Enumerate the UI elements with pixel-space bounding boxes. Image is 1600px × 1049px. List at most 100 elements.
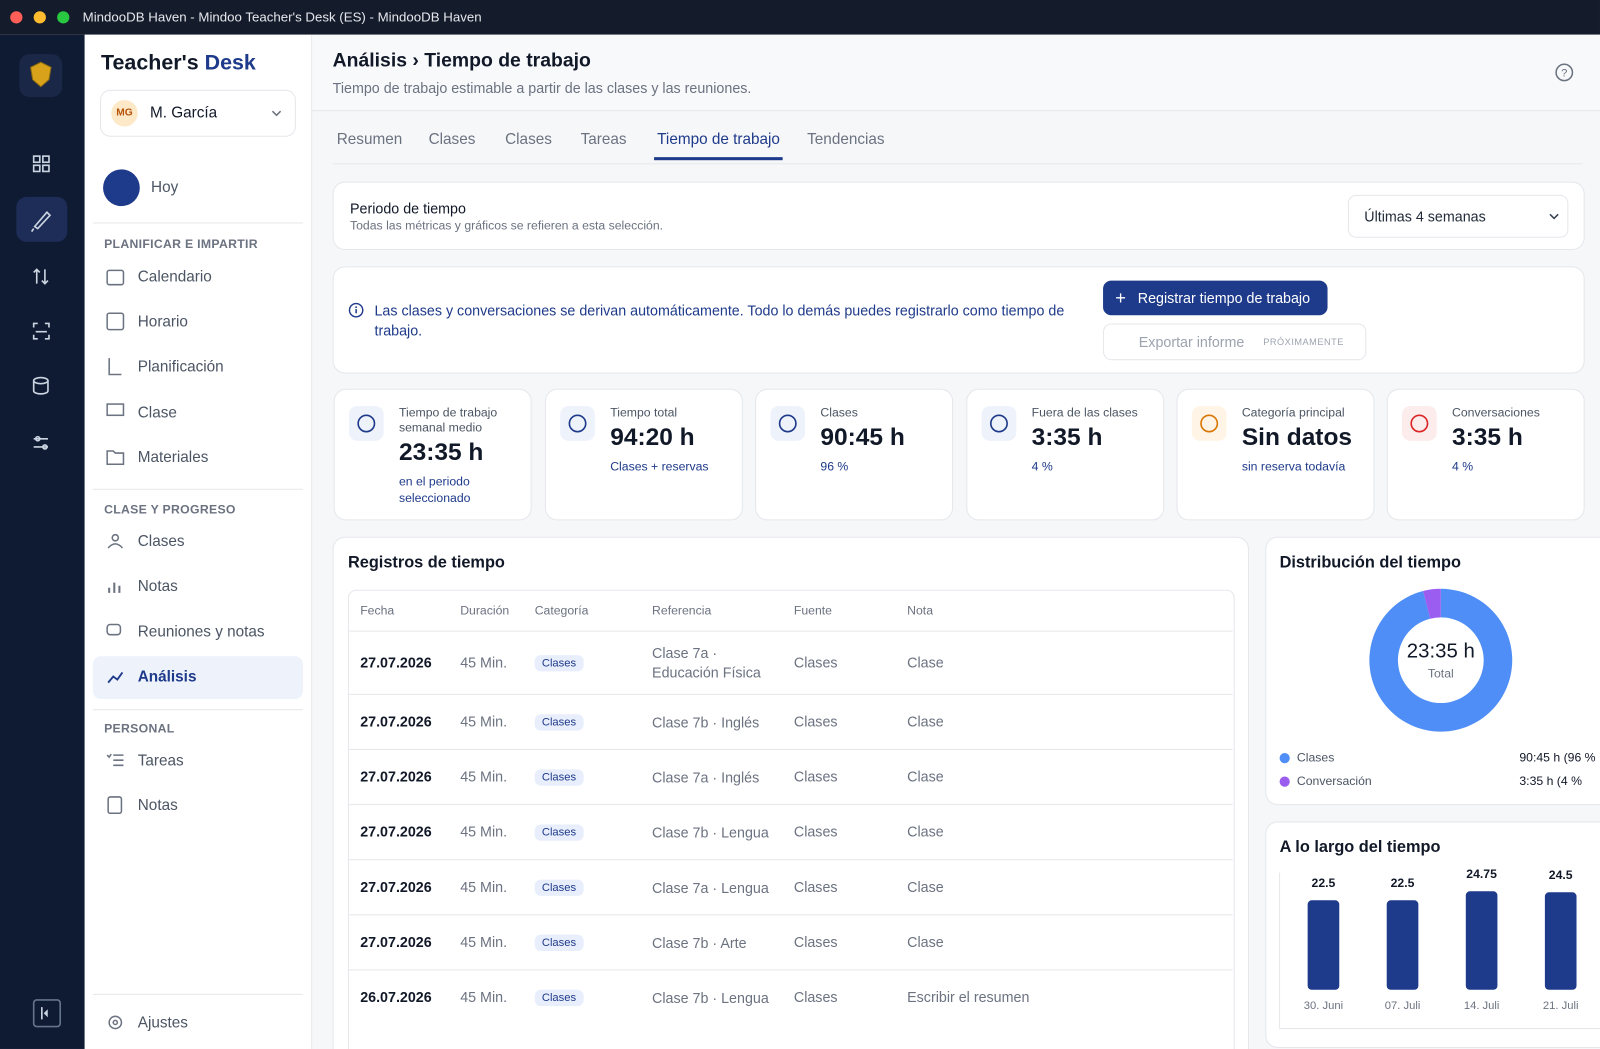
tab[interactable]: Clases xyxy=(505,130,552,148)
kpi-label: Fuera de las clases xyxy=(1031,405,1138,420)
table-cell: Clase 7b · Arte xyxy=(652,934,747,952)
nav-item[interactable]: Reuniones y notas xyxy=(93,611,303,654)
nav-label: Tareas xyxy=(137,752,184,770)
table-header: Fecha Duración Categoría Referencia Fuente No… xyxy=(348,591,1233,630)
legend-label: Conversación xyxy=(1297,774,1372,788)
rail-icons[interactable] xyxy=(0,35,85,1049)
nav-item[interactable]: Materiales xyxy=(93,437,303,480)
nav-item[interactable]: Clases xyxy=(93,520,303,563)
table-cell: 45 Min. xyxy=(460,988,508,1006)
table-cell: Clase xyxy=(907,933,944,950)
kpi-icon xyxy=(1191,406,1227,441)
nav-item[interactable]: Tareas xyxy=(93,740,303,783)
table-cell: Clase 7b · Lengua xyxy=(652,989,769,1007)
nav-item[interactable]: Notas xyxy=(93,565,303,608)
kpi-card: Clases 90:45 h 96 % xyxy=(755,388,954,521)
svg-text:?: ? xyxy=(1561,67,1567,79)
column-header: Categoría xyxy=(534,603,589,618)
kpi-icon xyxy=(770,406,806,441)
nav-item[interactable]: Notas xyxy=(93,785,303,828)
table-cell: 45 Min. xyxy=(460,878,508,895)
table-cell: Clases xyxy=(793,713,838,730)
table-row[interactable]: 26.07.2026 45 Min. Clases Clase 7b · Lengua… xyxy=(347,969,1233,1025)
select-value: Últimas 4 semanas xyxy=(1364,208,1486,225)
category-chip: Clases xyxy=(534,714,584,731)
table-cell: Clase xyxy=(907,823,944,840)
table-row[interactable]: 27.07.2026 45 Min. Clases Clase 7a · Educac… xyxy=(347,630,1233,695)
donut-segment xyxy=(1423,588,1441,619)
brand: Teacher's Desk xyxy=(101,51,256,75)
kpi-icon xyxy=(560,406,595,441)
nav-label: Clases xyxy=(137,532,185,550)
table-row[interactable]: 27.07.2026 45 Min. Clases Clase 7b · Inglés… xyxy=(347,693,1233,750)
category-chip: Clases xyxy=(534,989,584,1007)
kpi-value: 23:35 h xyxy=(398,438,484,467)
table-cell: 45 Min. xyxy=(460,713,508,730)
tab[interactable]: Resumen xyxy=(336,130,403,148)
brand-a: Teacher's xyxy=(101,51,199,75)
nav-item[interactable]: Horario xyxy=(93,301,303,344)
user-select[interactable]: MG M. García xyxy=(99,89,296,137)
export-button[interactable]: Exportar informe PRÓXIMAMENTE xyxy=(1103,323,1367,361)
tab-active[interactable]: Tiempo de trabajo xyxy=(654,131,784,161)
nav-label: Análisis xyxy=(137,668,197,686)
nav-item[interactable]: Clase xyxy=(93,392,303,435)
distribution-card: Distribución del tiempo xyxy=(1265,536,1600,806)
kpi-card: Categoría principal Sin datos sin reserva … xyxy=(1176,388,1375,521)
sidebar: Teacher's Desk MG M. García Hoy PLANIFIC… xyxy=(84,34,313,1049)
kpi-label: Categoría principal xyxy=(1241,405,1345,420)
records-title: Registros de tiempo xyxy=(347,554,505,572)
kpi-label: Tiempo de trabajo semanal medio xyxy=(398,405,498,435)
table-row[interactable]: 27.07.2026 45 Min. Clases Clase 7a · Lengua… xyxy=(347,859,1233,915)
table-cell: Clases xyxy=(793,988,838,1006)
x-tick-label: 21. Juli xyxy=(1543,1000,1579,1012)
nav-label: Notas xyxy=(137,577,178,595)
tabs-border xyxy=(332,163,1583,165)
header xyxy=(312,34,1600,112)
bar xyxy=(1544,892,1577,990)
tab[interactable]: Tendencias xyxy=(807,130,885,148)
nav-item[interactable]: Planificación xyxy=(93,346,303,389)
period-title: Periodo de tiempo xyxy=(349,199,466,217)
x-tick-label: 07. Juli xyxy=(1385,1000,1421,1012)
window-title: MindooDB Haven - Mindoo Teacher's Desk (… xyxy=(82,9,482,25)
table-cell: Clase 7b · Inglés xyxy=(652,714,760,731)
nav-item[interactable]: Análisis xyxy=(92,656,304,699)
table-cell: Clase xyxy=(907,878,944,895)
tab[interactable]: Clases xyxy=(428,130,476,148)
bar-label: 24.5 xyxy=(1549,868,1573,882)
donut-center-value: 23:35 h xyxy=(1407,640,1475,662)
table-row[interactable]: 27.07.2026 45 Min. Clases Clase 7b · Lengua… xyxy=(347,804,1233,860)
nav-label: Horario xyxy=(137,313,188,331)
window-controls[interactable] xyxy=(8,9,73,25)
table-cell: Clase 7a · Lengua xyxy=(652,879,769,896)
section-title: CLASE Y PROGRESO xyxy=(104,502,236,517)
table-cell: Clase 7a · Inglés xyxy=(652,769,760,786)
info-text: Las clases y conversaciones se derivan a… xyxy=(374,302,1065,339)
nav-item[interactable]: Ajustes xyxy=(93,1002,303,1045)
today[interactable]: Hoy xyxy=(151,178,179,196)
chart-title: A lo largo del tiempo xyxy=(1279,838,1441,857)
nav-item[interactable]: Calendario xyxy=(93,256,303,299)
primary-button[interactable]: + Registrar tiempo de trabajo xyxy=(1103,280,1328,316)
donut-segment xyxy=(1369,588,1513,732)
table-row[interactable]: 27.07.2026 45 Min. Clases Clase 7a · Inglés… xyxy=(347,748,1233,805)
records-card: Registros de tiempo xyxy=(332,536,1249,1049)
period-note: Todas las métricas y gráficos se refiere… xyxy=(349,218,664,233)
kpi-value: 3:35 h xyxy=(1452,423,1523,452)
kpi-note: 96 % xyxy=(820,459,849,474)
table-cell: Clase 7b · Lengua xyxy=(652,824,769,841)
kpi-label: Conversaciones xyxy=(1452,405,1540,420)
period-select[interactable]: Últimas 4 semanas xyxy=(1347,194,1569,238)
help-icon[interactable]: ? xyxy=(1554,62,1574,82)
column-header: Referencia xyxy=(652,603,712,618)
brand-b: Desk xyxy=(204,51,256,75)
tab[interactable]: Tareas xyxy=(580,130,627,148)
nav-label: Materiales xyxy=(137,448,209,467)
nav-label: Reuniones y notas xyxy=(137,623,265,641)
table-row[interactable]: 27.07.2026 45 Min. Clases Clase 7b · Arte Cl… xyxy=(347,914,1233,970)
table-cell: Clases xyxy=(793,878,838,895)
info-card: Las clases y conversaciones se derivan a… xyxy=(332,266,1585,374)
bar-label: 24.75 xyxy=(1466,867,1497,881)
